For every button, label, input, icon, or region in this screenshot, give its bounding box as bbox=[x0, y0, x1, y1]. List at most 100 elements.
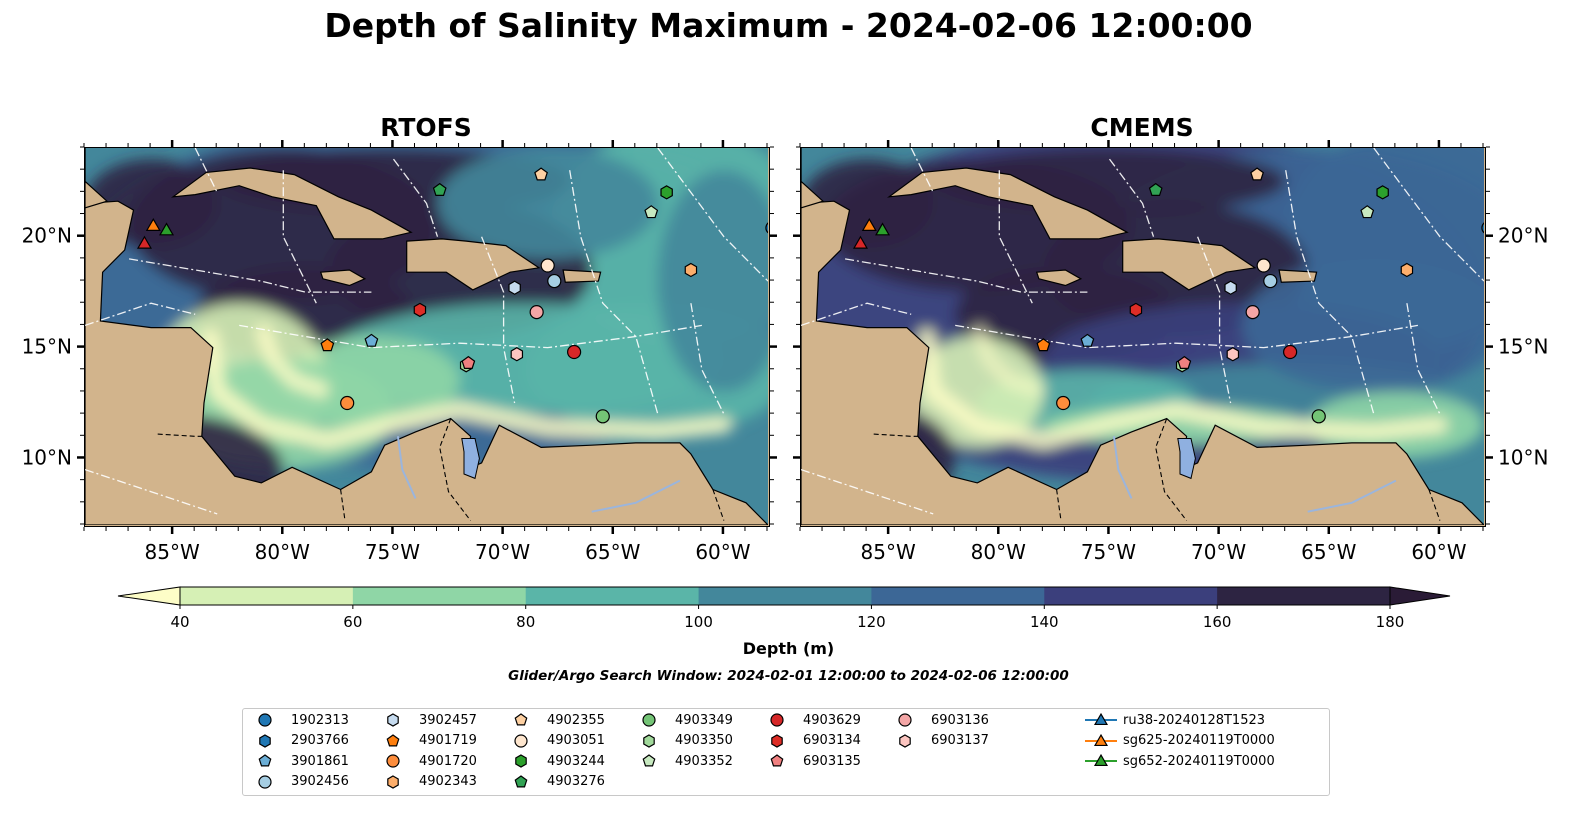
colorbar-tick-label: 60 bbox=[343, 613, 362, 631]
legend-marker-icon bbox=[898, 713, 912, 727]
country-border bbox=[1056, 489, 1062, 521]
legend-label: 3901861 bbox=[291, 753, 349, 769]
platform-marker-stommel-20240128T1522 bbox=[136, 235, 152, 249]
legend-label: 4903352 bbox=[675, 753, 733, 769]
eez-boundary bbox=[85, 468, 218, 515]
legend-marker bbox=[259, 733, 271, 748]
platform-marker-6903136 bbox=[529, 305, 544, 320]
colorbar-tick-label: 80 bbox=[516, 613, 535, 631]
country-border bbox=[340, 489, 346, 521]
colorbar-segment bbox=[1044, 587, 1218, 605]
platform-marker-4903349 bbox=[1311, 409, 1326, 424]
platform-marker-1902313 bbox=[765, 222, 768, 234]
legend-item: 4903350 bbox=[641, 732, 733, 750]
land-cuba bbox=[170, 167, 413, 240]
legend-label: sg625-20240119T0000 bbox=[1123, 733, 1275, 748]
platform-marker-6903134 bbox=[1129, 302, 1143, 318]
land-central bbox=[85, 148, 768, 525]
land-hispaniola bbox=[1122, 238, 1257, 291]
legend-marker-icon bbox=[387, 713, 399, 727]
legend-marker bbox=[1093, 733, 1109, 746]
legend-item: 4901719 bbox=[385, 732, 477, 750]
land-cuba bbox=[886, 167, 1129, 240]
eez-boundary bbox=[657, 148, 768, 282]
river bbox=[1112, 436, 1133, 499]
platform-marker-3902456 bbox=[547, 273, 562, 289]
country-border bbox=[873, 433, 918, 437]
platform-marker-6903137 bbox=[1226, 347, 1240, 362]
map-axes: 85°W 80°W 75°W 70°W 65°W 60°W 20°N 15°N 10°N 85°W… bbox=[22, 140, 1548, 564]
lon-tick-label: 70°W bbox=[1191, 540, 1246, 564]
colorbar-tick-label: 120 bbox=[857, 613, 886, 631]
legend-marker-icon bbox=[514, 733, 528, 748]
legend-item: 3902457 bbox=[385, 711, 477, 729]
platform-marker-4903352 bbox=[1360, 205, 1375, 219]
colorbar-over-arrow bbox=[1389, 586, 1451, 606]
legend-marker bbox=[899, 733, 911, 748]
eez-boundary bbox=[801, 302, 912, 327]
country-border bbox=[157, 433, 202, 437]
legend-marker bbox=[770, 754, 784, 767]
platform-marker-4903244 bbox=[1376, 185, 1389, 200]
legend-marker bbox=[642, 713, 656, 727]
platform-marker-6903137 bbox=[510, 347, 524, 362]
panel-title-cmems: CMEMS bbox=[1090, 113, 1194, 142]
land-hispaniola bbox=[406, 238, 541, 291]
land-puertorico bbox=[562, 269, 602, 283]
lake-maracaibo bbox=[1177, 438, 1196, 480]
eez-boundary bbox=[955, 324, 1419, 349]
legend-marker bbox=[770, 713, 784, 727]
legend-marker-icon bbox=[899, 733, 911, 748]
platform-marker-4901720 bbox=[340, 395, 355, 411]
eez-boundary bbox=[801, 468, 934, 515]
legend-marker bbox=[258, 774, 272, 789]
platform-marker-sg625-20240119T0000 bbox=[861, 217, 877, 231]
land-central bbox=[801, 148, 1484, 525]
legend-label: 4903349 bbox=[675, 712, 733, 728]
colorbar-tick-label: 140 bbox=[1030, 613, 1059, 631]
legend-label: 4903276 bbox=[547, 774, 605, 789]
legend-item: 4903244 bbox=[513, 752, 605, 770]
legend-item: 6903136 bbox=[897, 711, 989, 729]
salinity-region bbox=[657, 170, 768, 392]
platform-marker-sg652-20240119T0000 bbox=[875, 222, 891, 236]
land-jamaica bbox=[1035, 269, 1083, 287]
country-border bbox=[1428, 489, 1441, 521]
platform-marker-4902355 bbox=[534, 167, 548, 181]
eez-boundary bbox=[998, 170, 1033, 304]
platform-marker-4901719 bbox=[320, 338, 335, 352]
lon-tick-label: 75°W bbox=[365, 540, 420, 564]
platform-marker-4903276 bbox=[1148, 182, 1163, 196]
platform-marker-1902313 bbox=[1481, 222, 1484, 234]
legend-marker-icon bbox=[770, 713, 784, 727]
legend-item: 4903051 bbox=[513, 732, 605, 750]
eez-boundary bbox=[480, 236, 516, 404]
shallow-coastal-band bbox=[918, 328, 1448, 449]
platform-marker-3901861 bbox=[364, 333, 379, 347]
colorbar-tick-label: 40 bbox=[170, 613, 189, 631]
legend-item: 4903352 bbox=[641, 752, 733, 770]
legend-item: 3902456 bbox=[257, 773, 349, 791]
lat-tick-label: 20°N bbox=[1498, 224, 1548, 248]
legend-item: 3901861 bbox=[257, 752, 349, 770]
land-yucatan_top bbox=[801, 148, 825, 209]
platform-marker-6903135 bbox=[461, 355, 476, 369]
legend-marker bbox=[515, 754, 527, 768]
colorbar-outline bbox=[179, 586, 1391, 606]
platform-marker-4903276 bbox=[432, 182, 447, 196]
legend-marker bbox=[258, 713, 272, 727]
eez-boundary bbox=[910, 148, 934, 193]
legend-marker-icon bbox=[770, 754, 784, 767]
legend-item: ru38-20240128T1523 bbox=[1085, 711, 1265, 729]
colorbar-tick-label: 100 bbox=[684, 613, 713, 631]
legend-marker-icon bbox=[258, 754, 272, 767]
legend-label: 6903135 bbox=[803, 753, 861, 769]
platform-marker-3902457 bbox=[1224, 280, 1237, 295]
lon-tick-label: 65°W bbox=[1301, 540, 1356, 564]
lat-tick-label: 20°N bbox=[22, 224, 72, 248]
eez-boundary bbox=[239, 324, 703, 349]
lon-tick-label: 75°W bbox=[1081, 540, 1136, 564]
legend-item: 2903766 bbox=[257, 732, 349, 750]
legend-marker-icon bbox=[514, 713, 528, 726]
lon-tick-label: 85°W bbox=[861, 540, 916, 564]
